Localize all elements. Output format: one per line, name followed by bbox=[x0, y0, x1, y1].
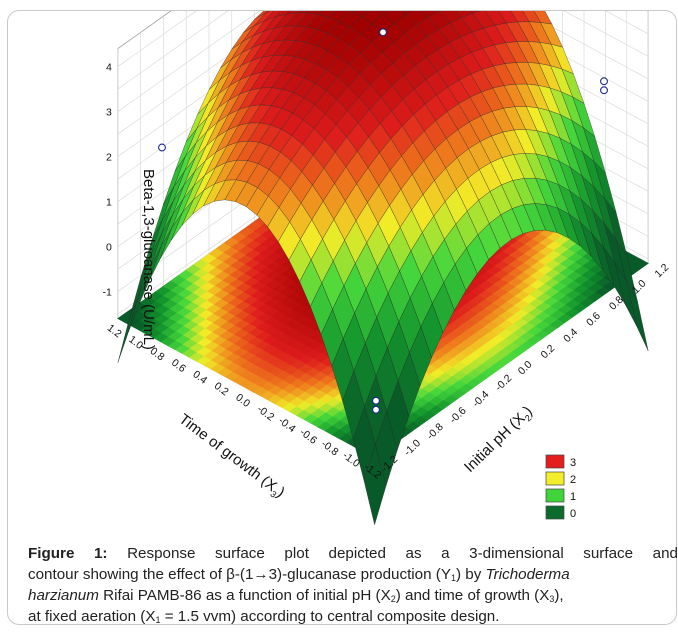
z-tick-label: 1 bbox=[106, 197, 112, 209]
time-tick-label: -0.4 bbox=[276, 415, 298, 436]
legend-swatch bbox=[545, 505, 565, 520]
z-tick-label: 2 bbox=[106, 152, 112, 164]
surface-cell bbox=[401, 11, 412, 15]
wall-grid-line bbox=[117, 11, 649, 90]
z-tick-label: 3 bbox=[106, 107, 112, 119]
time-tick-label: 1.2 bbox=[105, 322, 124, 340]
legend-label: 3 bbox=[570, 457, 576, 469]
z-tick-label: 4 bbox=[106, 62, 112, 74]
z-tick-label: -1 bbox=[102, 287, 111, 299]
ph-tick-label: -0.8 bbox=[425, 421, 446, 442]
design-point bbox=[600, 77, 608, 86]
surface-cell bbox=[342, 370, 365, 440]
design-point bbox=[372, 405, 380, 414]
ph-tick-label: 0.2 bbox=[539, 342, 558, 361]
design-point bbox=[372, 396, 380, 405]
design-point bbox=[158, 143, 166, 152]
time-tick-label: -0.2 bbox=[255, 403, 277, 424]
caption-line-4: at fixed aeration (X1 = 1.5 vvm) accordi… bbox=[28, 608, 500, 625]
legend-label: 2 bbox=[570, 474, 576, 486]
ph-tick-label: -0.4 bbox=[470, 388, 491, 409]
figure-label: Figure 1: bbox=[28, 545, 108, 562]
legend-label: 1 bbox=[570, 491, 576, 503]
time-tick-label: 0.6 bbox=[169, 357, 188, 375]
wall-grid-line bbox=[117, 11, 649, 135]
ph-tick-label: -0.6 bbox=[447, 405, 468, 426]
figure-caption: Figure 1: Response surface plot depicted… bbox=[28, 543, 678, 627]
ph-tick-label: 0.0 bbox=[516, 359, 535, 378]
ph-tick-label: 1.2 bbox=[653, 261, 672, 280]
surface-mesh bbox=[117, 11, 649, 526]
legend-swatch bbox=[545, 454, 565, 469]
time-tick-label: -0.6 bbox=[297, 426, 319, 447]
legend-swatch bbox=[545, 488, 565, 503]
legend: 3 2 1 0 bbox=[545, 454, 576, 520]
surface-cell bbox=[378, 11, 389, 15]
figure-panel: -1.2 -1.0 -0.8 -0.6 -0.4 -0.2 0.0 0.2 0.4 0.6 0.8 1… bbox=[7, 10, 678, 627]
time-tick-label: 0.4 bbox=[190, 368, 209, 386]
design-points bbox=[158, 28, 608, 414]
design-point bbox=[379, 28, 387, 37]
z-tick-label: 0 bbox=[106, 242, 112, 254]
legend-label: 0 bbox=[570, 508, 576, 520]
ph-tick-label: -0.2 bbox=[493, 372, 514, 393]
legend-swatch bbox=[545, 471, 565, 486]
design-point bbox=[600, 86, 608, 95]
caption-line-3: harzianum Rifai PAMB-86 as a function of… bbox=[28, 587, 564, 604]
response-surface-plot: -1.2-1.0-0.8-0.6-0.4-0.20.00.20.40.60.81… bbox=[102, 11, 672, 526]
time-tick-label: 0.2 bbox=[212, 380, 231, 398]
caption-line-2: contour showing the effect of β-(1→3)-gl… bbox=[28, 566, 570, 583]
ph-tick-label: 0.6 bbox=[584, 310, 603, 329]
ph-tick-label: 0.4 bbox=[561, 326, 580, 345]
z-axis-label: Beta-1,3-gluoanase (U/mL) bbox=[140, 169, 157, 350]
time-tick-label: 0.0 bbox=[233, 391, 252, 409]
y-axis-label: Time of growth (X3) bbox=[174, 411, 288, 503]
time-tick-label: -0.8 bbox=[319, 438, 341, 459]
wall-grid-line bbox=[117, 11, 649, 112]
caption-line-1: Figure 1: Response surface plot depicted… bbox=[28, 545, 678, 562]
ph-tick-label: -1.0 bbox=[402, 437, 423, 458]
x-axis-label: Initial pH (X2) bbox=[461, 403, 537, 477]
